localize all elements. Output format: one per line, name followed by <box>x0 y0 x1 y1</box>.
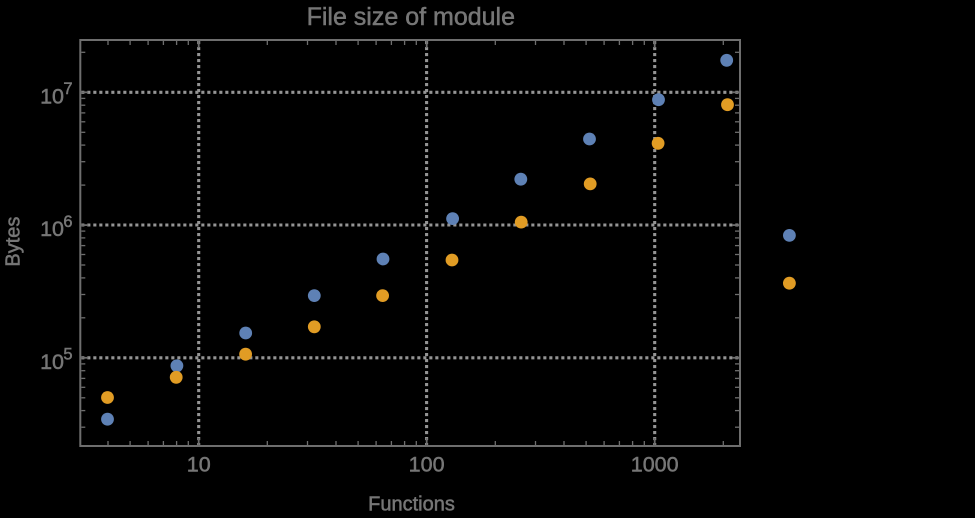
svg-text:Bytes: Bytes <box>3 217 25 267</box>
svg-text:100: 100 <box>409 453 445 477</box>
svg-text:6: 6 <box>63 213 72 231</box>
svg-text:10: 10 <box>40 85 64 109</box>
svg-text:5: 5 <box>63 346 72 364</box>
svg-text:10: 10 <box>40 217 64 241</box>
svg-text:File size of module: File size of module <box>307 3 515 31</box>
svg-text:10: 10 <box>187 453 211 477</box>
svg-text:1000: 1000 <box>631 453 679 477</box>
svg-text:Functions: Functions <box>368 493 455 513</box>
svg-text:10: 10 <box>40 350 64 374</box>
svg-text:7: 7 <box>63 80 72 98</box>
